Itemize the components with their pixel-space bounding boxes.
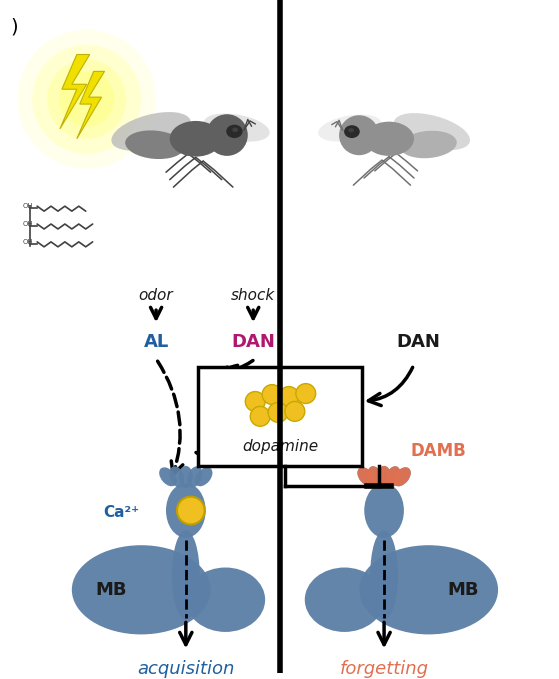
Ellipse shape (179, 466, 193, 488)
Ellipse shape (125, 130, 184, 159)
Text: dDA1: dDA1 (201, 447, 250, 465)
Ellipse shape (364, 483, 404, 538)
Ellipse shape (393, 467, 411, 486)
Ellipse shape (368, 466, 383, 488)
Ellipse shape (111, 112, 191, 151)
Ellipse shape (370, 530, 398, 619)
Text: shock: shock (231, 288, 276, 303)
Ellipse shape (344, 125, 360, 138)
Ellipse shape (357, 467, 375, 486)
Ellipse shape (386, 466, 400, 488)
Ellipse shape (359, 545, 498, 634)
Circle shape (296, 384, 316, 403)
Ellipse shape (195, 467, 212, 486)
Text: MB: MB (448, 581, 479, 599)
Ellipse shape (172, 530, 200, 619)
Circle shape (47, 60, 126, 139)
Polygon shape (60, 54, 89, 129)
Circle shape (177, 496, 205, 524)
Text: dopamine: dopamine (242, 439, 318, 454)
Circle shape (268, 403, 288, 422)
Text: DAN: DAN (231, 333, 275, 351)
Circle shape (32, 45, 141, 153)
Ellipse shape (166, 483, 206, 538)
Ellipse shape (203, 113, 269, 142)
Ellipse shape (364, 122, 414, 156)
Polygon shape (77, 71, 105, 139)
Text: ): ) (11, 18, 18, 37)
Ellipse shape (232, 128, 238, 132)
Ellipse shape (159, 467, 177, 486)
Circle shape (245, 392, 265, 411)
Text: forgetting: forgetting (339, 660, 429, 678)
Ellipse shape (170, 121, 222, 157)
Ellipse shape (305, 568, 384, 632)
Text: DAMB: DAMB (411, 442, 466, 460)
Ellipse shape (357, 467, 375, 486)
Ellipse shape (377, 466, 391, 488)
Text: OH: OH (22, 203, 33, 209)
Circle shape (206, 114, 248, 156)
Circle shape (339, 115, 379, 155)
Ellipse shape (368, 466, 383, 488)
Circle shape (17, 30, 156, 168)
Text: OH: OH (22, 239, 33, 245)
Circle shape (59, 71, 115, 127)
Text: OH: OH (22, 221, 33, 227)
Text: Ca²⁺: Ca²⁺ (103, 505, 139, 520)
Text: AL: AL (144, 333, 169, 351)
FancyBboxPatch shape (198, 367, 362, 466)
Text: odor: odor (139, 288, 173, 303)
Ellipse shape (386, 466, 400, 488)
Ellipse shape (348, 128, 354, 132)
Ellipse shape (186, 568, 265, 632)
Circle shape (285, 401, 305, 421)
Ellipse shape (169, 466, 184, 488)
Text: acquisition: acquisition (137, 660, 235, 678)
Ellipse shape (318, 115, 381, 142)
Text: MB: MB (96, 581, 127, 599)
Circle shape (262, 384, 282, 405)
Circle shape (250, 407, 270, 426)
Ellipse shape (400, 131, 457, 158)
Text: DAN: DAN (397, 333, 440, 351)
Ellipse shape (393, 467, 411, 486)
Circle shape (279, 386, 299, 407)
Ellipse shape (226, 125, 243, 138)
Ellipse shape (72, 545, 211, 634)
Ellipse shape (187, 466, 202, 488)
Ellipse shape (394, 113, 470, 150)
Ellipse shape (377, 466, 391, 488)
